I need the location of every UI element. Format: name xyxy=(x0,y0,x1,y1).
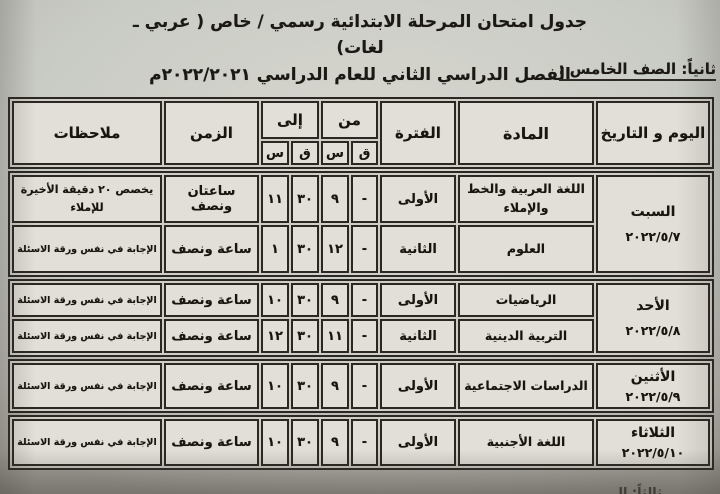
to-minutes-cell: ٣٠ xyxy=(291,175,319,223)
duration-cell: ساعتان ونصف xyxy=(164,175,259,223)
from-minutes-cell: - xyxy=(351,419,378,466)
date-label: ٢٠٢٢/٥/١٠ xyxy=(621,445,685,460)
duration-cell: ساعة ونصف xyxy=(164,319,259,353)
col-header-subject: المادة xyxy=(458,101,594,165)
day-label: السبت xyxy=(630,204,676,220)
to-hours-cell: ١٢ xyxy=(261,319,289,353)
to-minutes-cell: ٣٠ xyxy=(291,419,319,466)
document-title-line1: جدول امتحان المرحلة الابتدائية رسمي / خا… xyxy=(132,12,588,59)
to-minutes-cell: ٣٠ xyxy=(291,363,319,409)
from-hours-cell: ٩ xyxy=(321,283,349,317)
day-label: الأثنين xyxy=(630,368,676,385)
day-date-cell: السبت ٢٠٢٢/٥/٧ xyxy=(596,175,710,273)
from-hours-cell: ١١ xyxy=(321,319,349,353)
table-row: الأحد ٢٠٢٢/٥/٨ الرياضيات الأولى - ٩ ٣٠ ١… xyxy=(12,283,710,353)
subject-cell: الرياضيات xyxy=(458,283,594,317)
day-block-monday: الأثنين ٢٠٢٢/٥/٩ الدراسات الاجتماعية الأ… xyxy=(8,359,714,413)
day-block-saturday: السبت ٢٠٢٢/٥/٧ اللغة العربية والخط والإم… xyxy=(8,171,714,277)
to-minutes-cell: ٣٠ xyxy=(291,225,319,273)
col-header-to: إلى xyxy=(260,101,319,139)
subject-cell: اللغة العربية والخط والإملاء xyxy=(458,175,594,223)
date-label: ٢٠٢٢/٥/٧ xyxy=(625,229,681,244)
from-minutes-cell: - xyxy=(351,225,378,273)
duration-cell: ساعة ونصف xyxy=(164,283,259,317)
table-row: العلوم الثانية - ١٢ ٣٠ ١ ساعة ونصف الإجا… xyxy=(12,225,710,273)
from-hours-cell: ٩ xyxy=(321,419,349,466)
notes-cell: الإجابة في نفس ورقة الاسئلة xyxy=(12,419,162,466)
subcol-to-minutes: ق xyxy=(290,141,319,165)
period-cell: الثانية xyxy=(380,225,456,273)
subcol-from-minutes: ق xyxy=(351,141,378,165)
date-label: ٢٠٢٢/٥/٩ xyxy=(625,388,681,404)
period-cell: الأولى xyxy=(380,419,456,466)
section-heading-grade-five: ثانياً: الصف الخامس : xyxy=(558,60,716,81)
day-date-cell: الثلاثاء ٢٠٢٢/٥/١٠ xyxy=(596,419,710,466)
from-minutes-cell: - xyxy=(351,175,378,223)
notes-cell: الإجابة في نفس ورقة الاسئلة xyxy=(12,363,162,409)
period-cell: الأولى xyxy=(380,283,456,317)
col-header-duration: الزمن xyxy=(163,101,259,165)
from-minutes-cell: - xyxy=(351,319,378,353)
notes-cell: الإجابة في نفس ورقة الاسئلة xyxy=(12,225,162,273)
notes-cell: الإجابة في نفس ورقة الاسئلة xyxy=(12,283,162,317)
duration-cell: ساعة ونصف xyxy=(164,363,259,409)
from-hours-cell: ٩ xyxy=(321,363,349,409)
to-hours-cell: ١٠ xyxy=(261,419,289,466)
subcol-to-hours: س xyxy=(260,141,289,165)
next-section-partial-text: ثالثاً: ال xyxy=(611,486,662,494)
table-row: التربية الدينية الثانية - ١١ ٣٠ ١٢ ساعة … xyxy=(12,319,710,353)
duration-cell: ساعة ونصف xyxy=(164,225,259,273)
day-block-sunday: الأحد ٢٠٢٢/٥/٨ الرياضيات الأولى - ٩ ٣٠ ١… xyxy=(8,279,714,357)
from-hours-cell: ٩ xyxy=(321,175,349,223)
col-header-notes: ملاحظات xyxy=(11,101,162,165)
to-minutes-cell: ٣٠ xyxy=(291,319,319,353)
notes-cell: يخصص ٢٠ دقيقة الأخيرة للإملاء xyxy=(12,175,162,223)
to-hours-cell: ١١ xyxy=(261,175,289,223)
to-hours-cell: ١٠ xyxy=(261,363,289,409)
day-label: الأحد xyxy=(636,298,670,314)
to-hours-cell: ١٠ xyxy=(261,283,289,317)
col-header-day-date: اليوم و التاريخ xyxy=(596,101,710,165)
document-title: جدول امتحان المرحلة الابتدائية رسمي / خا… xyxy=(110,9,610,88)
day-block-tuesday: الثلاثاء ٢٠٢٢/٥/١٠ اللغة الأجنبية الأولى… xyxy=(8,415,714,470)
table-row: السبت ٢٠٢٢/٥/٧ اللغة العربية والخط والإم… xyxy=(12,175,710,273)
subject-cell: التربية الدينية xyxy=(458,319,594,353)
to-minutes-cell: ٣٠ xyxy=(291,283,319,317)
day-label: الثلاثاء xyxy=(630,425,676,441)
table-row: الثلاثاء ٢٠٢٢/٥/١٠ اللغة الأجنبية الأولى… xyxy=(12,419,710,466)
period-cell: الأولى xyxy=(380,175,456,223)
day-date-cell: الأثنين ٢٠٢٢/٥/٩ xyxy=(596,363,710,409)
exam-schedule-table: اليوم و التاريخ المادة الفترة من إلى الز… xyxy=(6,97,714,472)
col-header-from: من xyxy=(320,101,378,139)
subject-cell: العلوم xyxy=(458,225,594,273)
from-minutes-cell: - xyxy=(351,363,378,409)
period-cell: الثانية xyxy=(380,319,456,353)
subcol-from-hours: س xyxy=(320,141,349,165)
duration-cell: ساعة ونصف xyxy=(164,419,259,466)
document-title-line2: الفصل الدراسي الثاني للعام الدراسي ٢٠٢٢/… xyxy=(149,64,571,85)
day-date-cell: الأحد ٢٠٢٢/٥/٨ xyxy=(596,283,710,353)
period-cell: الأولى xyxy=(380,363,456,409)
date-label: ٢٠٢٢/٥/٨ xyxy=(625,323,681,338)
from-hours-cell: ١٢ xyxy=(321,225,349,273)
table-header-block: اليوم و التاريخ المادة الفترة من إلى الز… xyxy=(7,97,714,169)
subject-cell: اللغة الأجنبية xyxy=(458,419,594,466)
notes-cell: الإجابة في نفس ورقة الاسئلة xyxy=(12,319,162,353)
table-row: الأثنين ٢٠٢٢/٥/٩ الدراسات الاجتماعية الأ… xyxy=(12,363,710,409)
to-hours-cell: ١ xyxy=(261,225,289,273)
subject-cell: الدراسات الاجتماعية xyxy=(458,363,594,409)
col-header-period: الفترة xyxy=(380,101,456,165)
from-minutes-cell: - xyxy=(351,283,378,317)
